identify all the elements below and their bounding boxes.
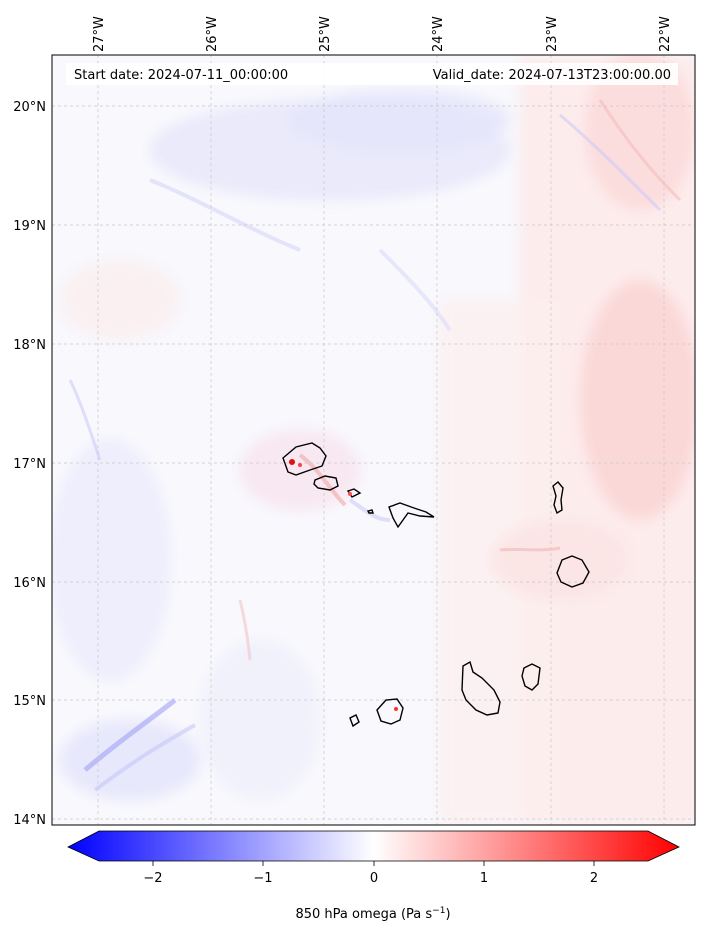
colorbar-tick-label: 0: [370, 871, 378, 886]
lon-label: 24°W: [431, 16, 446, 52]
island-fogo: [376, 698, 404, 725]
island-maio: [521, 663, 541, 691]
map-frame: [51, 54, 696, 826]
valid-date-label: Valid_date: 2024-07-13T23:00:00.00: [433, 68, 671, 83]
island-sao-vicente: [313, 475, 339, 491]
island-ilheu: [366, 509, 374, 514]
colorbar-label: 850 hPa omega (Pa s−1): [295, 906, 450, 922]
island-santiago: [461, 660, 501, 716]
island-boa-vista: [556, 555, 590, 588]
lat-label: 18°N: [13, 338, 46, 353]
omega-field-texture: [68, 99, 682, 792]
lat-label: 20°N: [13, 100, 46, 115]
lat-label: 17°N: [13, 457, 46, 472]
header-box: [66, 63, 678, 85]
colorbar-tick-label: 1: [480, 871, 488, 886]
lon-label: 25°W: [318, 16, 333, 52]
lat-label: 19°N: [13, 219, 46, 234]
island-brava: [349, 714, 360, 728]
lon-label: 23°W: [545, 16, 560, 52]
lon-tick-labels: 27°W 26°W 25°W 24°W 23°W 22°W: [92, 16, 673, 52]
lat-label: 14°N: [13, 813, 46, 828]
map-panel: Start date: 2024-07-11_00:00:00 Valid_da…: [51, 54, 696, 826]
colorbar-tick-label: 2: [590, 871, 598, 886]
lat-label: 15°N: [13, 694, 46, 709]
island-sal: [552, 481, 564, 515]
island-cells: [289, 459, 398, 711]
colorbar-tick-label: −1: [253, 871, 272, 886]
island-santo-antao: [282, 442, 327, 476]
island-sao-nicolau: [388, 502, 435, 529]
colorbar: −2 −1 0 1 2 850 hPa omega (Pa s−1): [67, 830, 680, 922]
colorbar-label-sup: −1: [432, 906, 445, 916]
colorbar-label-main: 850 hPa omega (Pa s: [295, 907, 432, 922]
lon-label: 27°W: [92, 16, 107, 52]
start-date-label: Start date: 2024-07-11_00:00:00: [74, 68, 288, 83]
colorbar-ticks: −2 −1 0 1 2: [143, 861, 598, 886]
colorbar-tick-label: −2: [143, 871, 162, 886]
lon-label: 26°W: [205, 16, 220, 52]
colorbar-label-end: ): [445, 907, 450, 922]
colorbar-bar: [67, 830, 680, 862]
lat-label: 16°N: [13, 576, 46, 591]
lon-label: 22°W: [658, 16, 673, 52]
omega-field: [52, 55, 695, 825]
lat-tick-labels: 20°N 19°N 18°N 17°N 16°N 15°N 14°N: [13, 100, 46, 828]
coastlines: [282, 442, 590, 728]
gridlines: [52, 55, 695, 825]
